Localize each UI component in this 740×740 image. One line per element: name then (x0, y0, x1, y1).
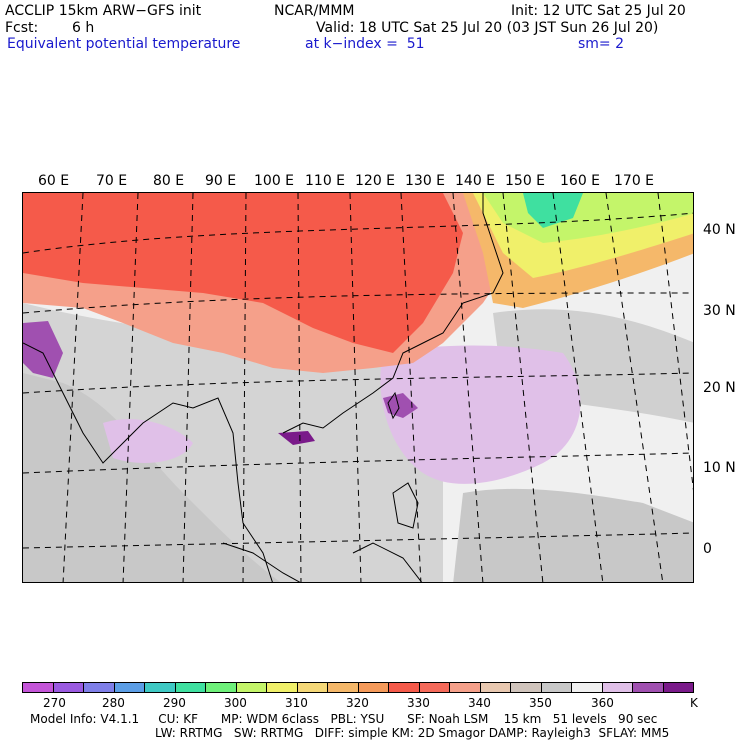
smoothing-label: sm= 2 (578, 36, 625, 52)
coastlines (23, 193, 504, 582)
lon-label: 60 E (38, 173, 70, 189)
colorbar-swatch (389, 683, 420, 692)
colorbar-label: 320 (346, 696, 369, 710)
colorbar-swatch (450, 683, 481, 692)
lon-label: 130 E (405, 173, 446, 189)
lon-label: 70 E (96, 173, 128, 189)
purple-taiwan-spot (383, 393, 418, 418)
colorbar-swatch (267, 683, 298, 692)
purple-bay-of-bengal (103, 419, 193, 463)
gray-south-pacific (453, 488, 693, 582)
level-label: at k−index = 51 (305, 36, 425, 52)
colorbar-swatch (23, 683, 54, 692)
colorbar-label: 270 (43, 696, 66, 710)
lon-label: 120 E (355, 173, 396, 189)
valid-time: Valid: 18 UTC Sat 25 Jul 20 (03 JST Sun … (316, 20, 659, 36)
model-title: ACCLIP 15km ARW−GFS init (5, 3, 202, 19)
colorbar-label: 340 (468, 696, 491, 710)
colorbar-label: 330 (407, 696, 430, 710)
colorbar-swatch (633, 683, 664, 692)
green-spot (523, 193, 583, 228)
lon-label: 160 E (560, 173, 601, 189)
lat-label: 20 N (703, 380, 736, 396)
purple-arabia (23, 321, 63, 378)
lat-label: 0 (703, 541, 712, 557)
theta-e-map (22, 192, 694, 583)
colorbar-swatch (84, 683, 115, 692)
colorbar-swatch (602, 683, 633, 692)
colorbar-swatch (511, 683, 542, 692)
colorbar-label: 310 (285, 696, 308, 710)
colorbar-swatch (206, 683, 237, 692)
lon-label: 110 E (305, 173, 346, 189)
colorbar-swatch (114, 683, 145, 692)
lat-label: 10 N (703, 460, 736, 476)
forecast-label: Fcst: (5, 20, 39, 36)
colorbar-label: 300 (224, 696, 247, 710)
colorbar-swatch (236, 683, 267, 692)
lon-label: 150 E (505, 173, 546, 189)
lon-label: 140 E (455, 173, 496, 189)
colorbar (22, 682, 694, 693)
colorbar-swatch (663, 683, 693, 692)
gray-india-region (23, 373, 281, 582)
colorbar-unit: K (690, 696, 698, 710)
lon-label: 90 E (205, 173, 237, 189)
lon-label: 100 E (254, 173, 295, 189)
center-label: NCAR/MMM (274, 3, 355, 19)
graticule (23, 193, 693, 582)
colorbar-swatch (53, 683, 84, 692)
model-info-line1: Model Info: V4.1.1 CU: KF MP: WDM 6class… (30, 712, 658, 726)
colorbar-label: 360 (591, 696, 614, 710)
colorbar-swatch (358, 683, 389, 692)
field-name: Equivalent potential temperature (7, 36, 241, 52)
lon-label: 170 E (614, 173, 655, 189)
colorbar-swatch (541, 683, 572, 692)
lat-label: 30 N (703, 303, 736, 319)
colorbar-swatch (328, 683, 359, 692)
colorbar-swatch (297, 683, 328, 692)
red-continent (23, 193, 463, 353)
purple-gulf-tonkin (278, 431, 315, 445)
colorbar-label: 350 (529, 696, 552, 710)
forecast-hour: 6 h (72, 20, 95, 36)
colorbar-label: 290 (163, 696, 186, 710)
colorbar-swatch (175, 683, 206, 692)
colorbar-swatch (419, 683, 450, 692)
lat-label: 40 N (703, 222, 736, 238)
colorbar-swatch (572, 683, 603, 692)
colorbar-swatch (480, 683, 511, 692)
init-time: Init: 12 UTC Sat 25 Jul 20 (511, 3, 686, 19)
colorbar-label: 280 (102, 696, 125, 710)
lon-label: 80 E (153, 173, 185, 189)
model-info-line2: LW: RRTMG SW: RRTMG DIFF: simple KM: 2D … (155, 726, 670, 740)
colorbar-swatch (145, 683, 176, 692)
purple-philippine-sea (380, 345, 581, 484)
